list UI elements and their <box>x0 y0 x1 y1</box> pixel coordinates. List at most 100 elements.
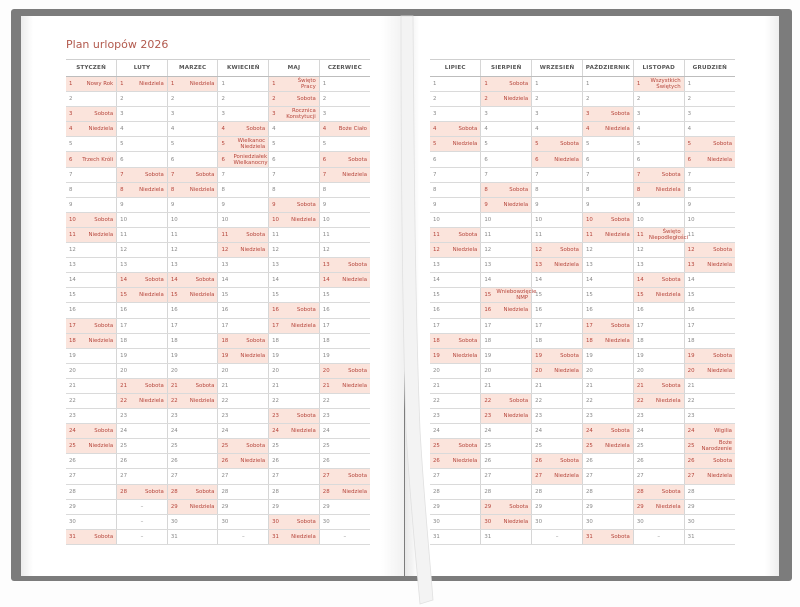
day-cell[interactable]: 17 <box>318 318 370 334</box>
day-cell[interactable]: 1 Święto Pracy <box>268 76 320 93</box>
day-cell[interactable]: 6 Sobota <box>318 151 370 168</box>
day-cell[interactable]: 27 Niedziela <box>683 468 735 485</box>
day-cell[interactable]: 3 <box>217 106 269 123</box>
day-cell[interactable]: 22 Niedziela <box>166 393 218 410</box>
day-cell[interactable]: 24 Sobota <box>581 423 634 440</box>
day-cell[interactable]: 23 <box>217 408 269 425</box>
day-cell[interactable]: 15 Wniebowzięcie NMP <box>480 287 536 304</box>
day-cell[interactable]: 25 <box>318 438 370 455</box>
day-cell[interactable]: 29 <box>318 499 370 515</box>
day-cell[interactable]: 17 <box>217 318 269 334</box>
day-cell[interactable]: 1 <box>430 76 481 93</box>
day-cell[interactable]: 11 Święto Niepodległości <box>632 227 688 244</box>
day-cell[interactable]: 22 Niedziela <box>116 393 168 410</box>
day-cell[interactable]: 7 <box>683 167 735 183</box>
day-cell[interactable]: 6 <box>116 151 168 168</box>
day-cell[interactable]: 18 <box>318 333 370 349</box>
day-cell[interactable]: 29 Niedziela <box>166 499 218 515</box>
day-cell[interactable]: 15 Niedziela <box>166 287 218 304</box>
day-cell[interactable]: 13 <box>166 257 218 274</box>
day-cell[interactable]: 30 <box>166 514 218 530</box>
day-cell[interactable]: 24 Wigilia <box>683 423 735 440</box>
day-cell[interactable]: 30 <box>581 514 634 530</box>
day-cell[interactable]: 10 <box>632 212 685 228</box>
day-cell[interactable]: 16 Sobota <box>268 302 320 319</box>
day-cell[interactable]: 27 <box>268 468 320 485</box>
day-cell[interactable]: 19 Niedziela <box>217 348 269 364</box>
day-cell[interactable]: 28 <box>268 484 320 500</box>
day-cell[interactable]: 21 <box>268 378 320 394</box>
day-cell[interactable]: 17 <box>430 318 481 334</box>
day-cell[interactable]: 31 <box>166 529 218 545</box>
day-cell[interactable]: 29 <box>268 499 320 515</box>
day-cell[interactable]: 15 <box>683 287 735 304</box>
day-cell[interactable]: 9 Sobota <box>268 197 320 213</box>
day-cell[interactable]: 10 Sobota <box>581 212 634 228</box>
day-cell[interactable]: 2 Sobota <box>268 91 320 108</box>
day-cell[interactable]: 24 Sobota <box>66 423 117 440</box>
day-cell[interactable]: 24 <box>531 423 583 440</box>
day-cell[interactable]: 20 <box>581 363 634 379</box>
day-cell[interactable]: 9 <box>632 197 685 213</box>
day-cell[interactable]: 11 <box>166 227 218 244</box>
day-cell[interactable]: 23 <box>683 408 735 425</box>
day-cell[interactable]: 23 <box>116 408 168 425</box>
day-cell[interactable]: 12 Sobota <box>531 242 583 259</box>
day-cell[interactable]: 16 <box>683 302 735 319</box>
day-cell[interactable]: 20 <box>166 363 218 379</box>
day-cell[interactable]: 14 <box>217 272 269 289</box>
day-cell[interactable]: 24 <box>217 423 269 440</box>
day-cell[interactable]: 9 <box>581 197 634 213</box>
day-cell[interactable]: 15 <box>531 287 583 304</box>
day-cell[interactable]: 19 <box>66 348 117 364</box>
day-cell[interactable]: 20 <box>116 363 168 379</box>
day-cell[interactable]: 11 <box>531 227 583 244</box>
day-cell[interactable]: 7 <box>268 167 320 183</box>
day-cell[interactable]: 5 <box>480 136 532 153</box>
day-cell[interactable]: 19 <box>116 348 168 364</box>
day-cell[interactable]: 8 <box>531 182 583 198</box>
day-cell[interactable]: 7 <box>480 167 532 183</box>
day-cell[interactable]: 9 <box>430 197 481 213</box>
day-cell[interactable]: 18 Sobota <box>217 333 269 349</box>
day-cell[interactable]: 7 Sobota <box>632 167 685 183</box>
day-cell[interactable]: 17 <box>480 318 532 334</box>
day-cell[interactable]: 28 Sobota <box>166 484 218 500</box>
day-cell[interactable]: 4 Sobota <box>430 121 481 138</box>
day-cell[interactable]: 27 <box>66 468 117 485</box>
day-cell[interactable]: 26 Sobota <box>683 453 735 470</box>
day-cell[interactable]: 6 Niedziela <box>531 151 583 168</box>
day-cell[interactable]: 6 Niedziela <box>683 151 735 168</box>
day-cell[interactable]: 11 <box>318 227 370 244</box>
day-cell[interactable]: 28 <box>581 484 634 500</box>
day-cell[interactable]: 15 <box>581 287 634 304</box>
day-cell[interactable]: 7 <box>531 167 583 183</box>
day-cell[interactable]: 5 Sobota <box>683 136 735 153</box>
day-cell[interactable]: 4 <box>632 121 685 138</box>
day-cell[interactable]: 19 <box>318 348 370 364</box>
day-cell[interactable]: 6 <box>268 151 320 168</box>
day-cell[interactable]: 25 Niedziela <box>66 438 117 455</box>
day-cell[interactable]: 14 Sobota <box>166 272 218 289</box>
day-cell[interactable]: 19 Sobota <box>531 348 583 364</box>
day-cell[interactable]: 12 Sobota <box>683 242 735 259</box>
day-cell[interactable]: 8 <box>430 182 481 198</box>
day-cell[interactable]: 26 <box>268 453 320 470</box>
day-cell[interactable]: 18 Sobota <box>430 333 481 349</box>
day-cell[interactable]: 30 <box>430 514 481 530</box>
day-cell[interactable]: 17 Sobota <box>66 318 117 334</box>
day-cell[interactable]: 8 <box>581 182 634 198</box>
day-cell[interactable]: 7 Sobota <box>166 167 218 183</box>
day-cell[interactable]: 14 <box>581 272 634 289</box>
day-cell[interactable]: 23 <box>166 408 218 425</box>
day-cell[interactable]: 2 <box>531 91 583 108</box>
day-cell[interactable]: 27 <box>581 468 634 485</box>
day-cell[interactable]: 28 <box>683 484 735 500</box>
day-cell[interactable]: 13 <box>430 257 481 274</box>
day-cell[interactable]: 18 <box>480 333 532 349</box>
day-cell[interactable]: 3 Sobota <box>66 106 117 123</box>
day-cell[interactable]: 21 <box>581 378 634 394</box>
day-cell[interactable]: 25 Boże Narodzenie <box>683 438 735 455</box>
day-cell[interactable]: 25 Niedziela <box>581 438 634 455</box>
